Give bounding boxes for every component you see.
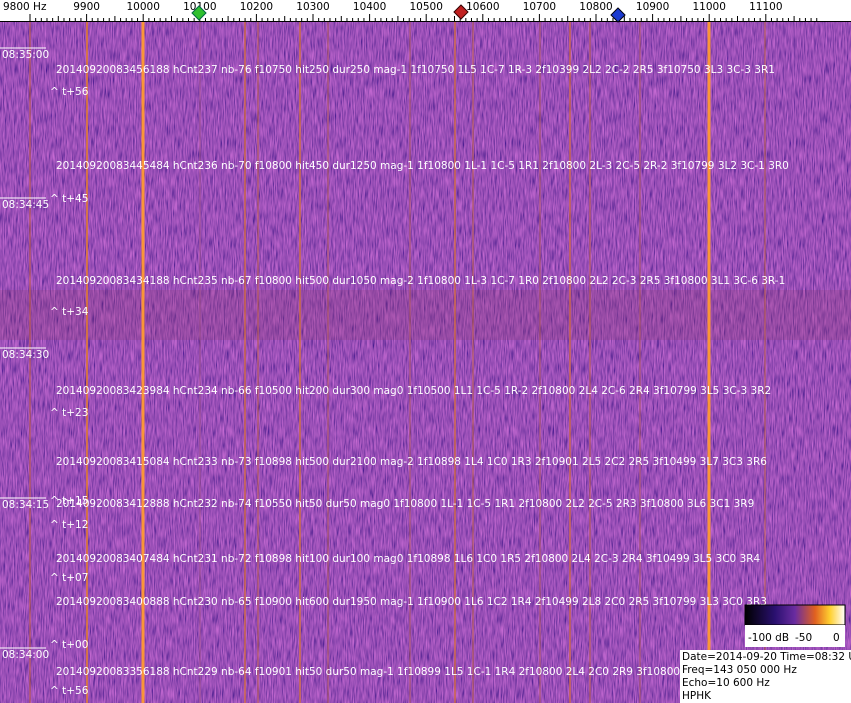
streak	[639, 22, 641, 703]
info-line: Freq=143 050 000 Hz	[682, 664, 797, 676]
event-line: 20140920083423984 hCnt234 nb-66 f10500 h…	[56, 385, 771, 397]
info-line: Date=2014-09-20 Time=08:32 UTC	[682, 651, 851, 663]
streak	[244, 22, 246, 703]
time-label: 08:34:45	[2, 199, 49, 211]
freq-label: 10400	[353, 1, 386, 13]
info-line: HPHK	[682, 690, 712, 702]
event-offset: ^ t+12	[50, 519, 88, 531]
scale-label: -100 dB	[748, 632, 789, 644]
event-offset: ^ t+15	[50, 495, 88, 507]
noise-band	[0, 290, 851, 340]
event-line: 20140920083407484 hCnt231 nb-72 f10898 h…	[56, 553, 761, 565]
marker-blue	[610, 7, 626, 23]
streak	[409, 22, 411, 703]
streak	[199, 22, 201, 703]
event-offset: ^ t+56	[50, 685, 89, 697]
marker-green	[191, 5, 207, 21]
streak	[589, 22, 591, 703]
markers	[191, 4, 626, 23]
info-box	[680, 650, 851, 703]
color-scale-bar	[744, 604, 846, 626]
event-offset: ^ t+07	[50, 572, 88, 584]
streak	[764, 22, 766, 703]
scale-label: 0	[833, 632, 840, 644]
time-label: 08:34:15	[2, 499, 49, 511]
time-label: 08:35:00	[2, 49, 49, 61]
signal-streaks	[29, 22, 766, 703]
info-line: Echo=10 600 Hz	[682, 677, 770, 689]
event-offset: ^ t+34	[50, 306, 89, 318]
time-label: 08:34:00	[2, 649, 49, 661]
event-offset: ^ t+45	[50, 193, 88, 205]
color-scale-labels-bg	[745, 625, 845, 647]
freq-label: 10900	[636, 1, 669, 13]
event-offset: ^ t+23	[50, 407, 88, 419]
streak	[539, 22, 541, 703]
streak	[141, 22, 145, 703]
freq-label: 10600	[466, 1, 499, 13]
event-line: 20140920083356188 hCnt229 nb-64 f10901 h…	[56, 666, 730, 678]
event-line: 20140920083412888 hCnt232 nb-74 f10550 h…	[56, 498, 754, 510]
streak	[29, 22, 31, 703]
streak	[86, 22, 88, 703]
freq-label: 11100	[749, 1, 782, 13]
freq-label: 10300	[296, 1, 329, 13]
event-line: 20140920083415084 hCnt233 nb-73 f10898 h…	[56, 456, 767, 468]
event-offset: ^ t+56	[50, 86, 89, 98]
freq-label: 10200	[240, 1, 273, 13]
freq-label: 11000	[692, 1, 725, 13]
ruler-ticks: 9800 Hz990010000101001020010300104001050…	[3, 1, 818, 22]
freq-label: 10000	[126, 1, 159, 13]
freq-label: 10800	[579, 1, 612, 13]
event-line: 20140920083434188 hCnt235 nb-67 f10800 h…	[56, 275, 785, 287]
event-line: 20140920083445484 hCnt236 nb-70 f10800 h…	[56, 160, 789, 172]
freq-label: 10500	[409, 1, 442, 13]
streak	[257, 22, 259, 703]
freq-label: 9800 Hz	[3, 1, 47, 13]
streak	[327, 22, 329, 703]
event-line: 20140920083456188 hCnt237 nb-76 f10750 h…	[56, 64, 775, 76]
freq-ruler	[0, 0, 851, 22]
event-offset: ^ t+00	[50, 639, 88, 651]
overlay-labels: 08:35:00 08:34:45 08:34:30 08:34:15 08:34:00…	[0, 47, 789, 697]
streak	[472, 22, 474, 703]
freq-label: 10700	[523, 1, 556, 13]
streak	[707, 22, 711, 703]
scale-label: -50	[795, 632, 812, 644]
freq-label: 9900	[73, 1, 100, 13]
streak	[299, 22, 301, 703]
event-line: 20140920083400888 hCnt230 nb-65 f10900 h…	[56, 596, 767, 608]
time-label: 08:34:30	[2, 349, 49, 361]
streak	[454, 22, 456, 703]
streak	[569, 22, 571, 703]
marker-red	[453, 4, 469, 20]
